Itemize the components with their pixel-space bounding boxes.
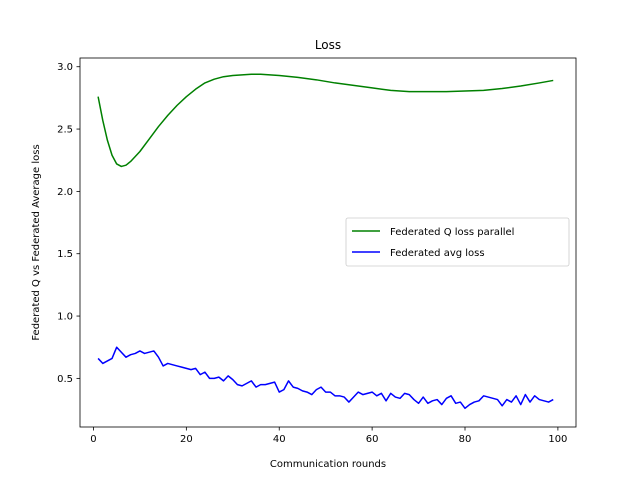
x-tick-label: 0 — [90, 434, 96, 445]
legend-label-avg-loss: Federated avg loss — [390, 248, 485, 259]
ticks-layer: 0 20 40 60 80 100 0.5 1.0 1.5 2.0 2.5 3.0 — [57, 62, 567, 445]
series-layer — [97, 73, 554, 410]
series-line-1 — [97, 346, 554, 410]
y-tick-label: 3.0 — [57, 62, 73, 73]
y-tick-label: 1.0 — [57, 312, 73, 323]
legend: Federated Q loss parallel Federated avg … — [345, 217, 570, 267]
y-tick-label: 2.5 — [57, 125, 73, 136]
y-tick-label: 1.5 — [57, 249, 73, 260]
x-axis-label: Communication rounds — [270, 459, 386, 470]
x-tick-label: 80 — [459, 434, 472, 445]
legend-box — [345, 217, 570, 267]
legend-label-q-loss: Federated Q loss parallel — [390, 227, 514, 238]
x-tick-label: 60 — [366, 434, 379, 445]
x-tick-label: 40 — [273, 434, 286, 445]
y-tick-label: 0.5 — [57, 374, 73, 385]
y-axis-label: Federated Q vs Federated Average loss — [31, 144, 42, 340]
x-tick-label: 20 — [180, 434, 193, 445]
x-tick-label: 100 — [548, 434, 567, 445]
chart-title: Loss — [315, 38, 341, 52]
y-tick-label: 2.0 — [57, 187, 73, 198]
plot-frame — [79, 57, 577, 428]
series-line-0 — [97, 73, 554, 168]
